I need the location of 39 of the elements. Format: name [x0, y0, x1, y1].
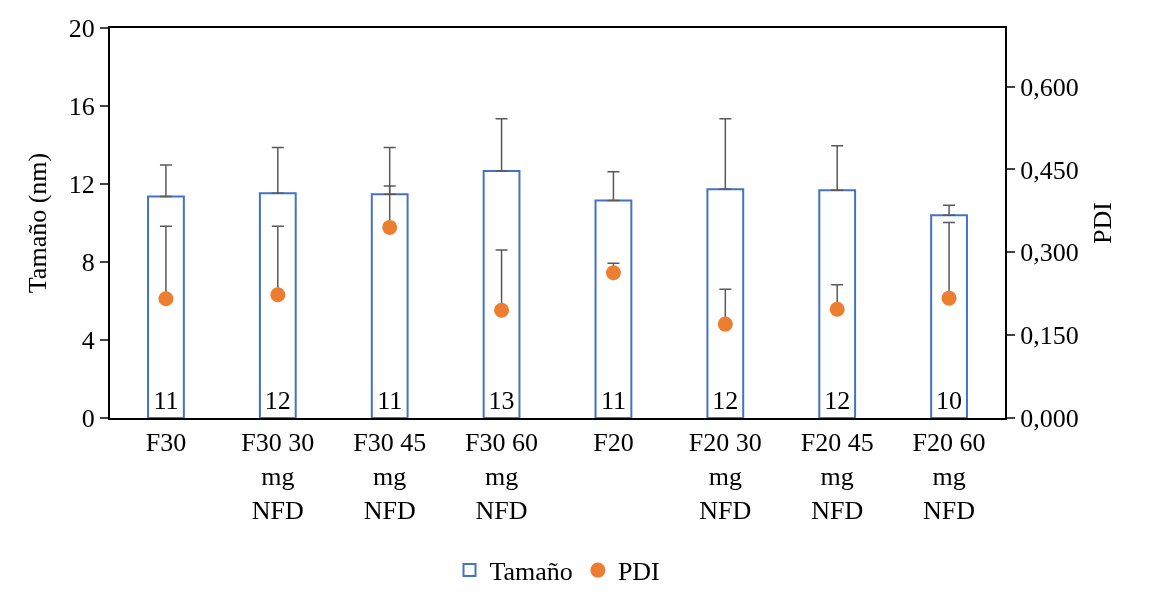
- point: [158, 291, 174, 307]
- data-label: 11: [153, 386, 179, 415]
- point: [605, 265, 621, 281]
- data-label: 11: [600, 386, 626, 415]
- data-label: 11: [377, 386, 403, 415]
- y-tick-label: 0: [81, 404, 95, 434]
- y-axis-title: Tamaño (nm): [22, 152, 52, 294]
- y2-tick-label: 0,450: [1020, 155, 1079, 185]
- y-tick-label: 4: [81, 326, 95, 356]
- x-tick-label: F20 45 mg NFD: [800, 428, 874, 525]
- x-tick-label: F20 30 mg NFD: [688, 428, 762, 525]
- point: [829, 301, 845, 317]
- x-tick-label: F30 30 mg NFD: [241, 428, 315, 525]
- y2-tick-label: 0,300: [1020, 238, 1079, 268]
- data-label: 12: [712, 386, 739, 415]
- point: [941, 290, 957, 306]
- y-tick-label: 8: [81, 248, 95, 278]
- y-tick-label: 12: [68, 170, 95, 200]
- data-label: 10: [936, 386, 963, 415]
- point: [382, 219, 398, 235]
- data-label: 13: [488, 386, 515, 415]
- x-tick-label: F20 60 mg NFD: [912, 428, 986, 525]
- x-tick-label: F30 45 mg NFD: [353, 428, 427, 525]
- y-tick-label: 20: [68, 14, 95, 44]
- data-label: 12: [264, 386, 291, 415]
- y2-axis-title: PDI: [1087, 202, 1117, 244]
- y2-tick-label: 0,000: [1020, 404, 1079, 434]
- x-tick-label: F30: [145, 428, 187, 458]
- legend-label: Tamaño: [489, 557, 573, 587]
- point: [494, 302, 510, 318]
- point: [270, 287, 286, 303]
- x-tick-label: F20: [593, 428, 634, 458]
- y2-tick-label: 0,150: [1020, 321, 1079, 351]
- data-label: 12: [824, 386, 851, 415]
- y-tick-label: 16: [68, 92, 95, 122]
- legend-label: PDI: [617, 557, 660, 587]
- x-tick-label: F30 60 mg NFD: [465, 428, 539, 525]
- y2-tick-label: 0,600: [1020, 72, 1079, 102]
- point: [717, 316, 733, 332]
